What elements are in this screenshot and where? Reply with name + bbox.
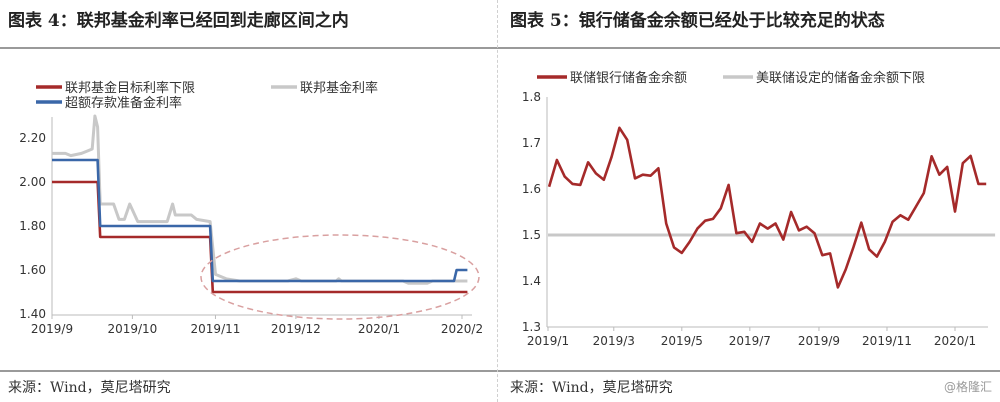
x-tick-label: 2019/5 — [661, 334, 703, 348]
right-source-note: 来源：Wind，莫尼塔研究 — [510, 380, 673, 396]
x-tick-label: 2019/7 — [729, 334, 771, 348]
left-chart-title: 图表 4：联邦基金利率已经回到走廊区间之内 — [8, 11, 349, 31]
y-tick-label: 1.6 — [522, 182, 541, 196]
legend-label: 联邦基金利率 — [300, 80, 378, 96]
x-tick-label: 2020/1 — [934, 334, 976, 348]
title-divider — [0, 47, 1000, 49]
legend-label: 美联储设定的储备金余额下限 — [756, 70, 925, 86]
series-line-0 — [547, 126, 987, 289]
highlight-ellipse — [200, 234, 480, 320]
x-tick-label: 2020/1 — [358, 322, 400, 336]
x-tick-label: 2019/3 — [593, 334, 635, 348]
watermark: @格隆汇 — [943, 380, 992, 394]
y-tick-label: 1.3 — [522, 320, 541, 334]
x-tick-label: 2019/12 — [271, 322, 321, 336]
y-tick-label: 1.80 — [19, 219, 46, 233]
right-chart: 1.3 1.4 1.5 1.6 1.7 1.8 2019/1 2019/3 2019/5 2019… — [522, 70, 996, 348]
right-chart-title: 图表 5：银行储备金余额已经处于比较充足的状态 — [510, 11, 885, 31]
y-tick-label: 1.40 — [19, 307, 46, 321]
y-tick-label: 2.00 — [19, 175, 46, 189]
panel-divider — [497, 0, 498, 402]
x-tick-label: 2019/1 — [527, 334, 569, 348]
footer-divider — [0, 370, 1000, 372]
x-tick-label: 2019/10 — [107, 322, 157, 336]
legend-label: 联储银行储备金余额 — [570, 70, 687, 86]
y-tick-label: 1.5 — [522, 228, 541, 242]
legend-label: 超额存款准备金利率 — [65, 95, 182, 111]
x-tick-label: 2019/9 — [798, 334, 840, 348]
x-tick-label: 2019/9 — [31, 322, 73, 336]
left-source-note: 来源：Wind，莫尼塔研究 — [8, 380, 171, 396]
series-line-0 — [52, 180, 468, 294]
legend-label: 联邦基金目标利率下限 — [65, 80, 195, 96]
y-tick-label: 1.7 — [522, 136, 541, 150]
series-line-2 — [52, 158, 468, 283]
left-chart: 1.40 1.60 1.80 2.00 2.20 2019/9 2019/10 2019/11… — [19, 80, 483, 336]
x-tick-label: 2019/11 — [191, 322, 241, 336]
y-tick-label: 1.8 — [522, 90, 541, 104]
y-tick-label: 1.60 — [19, 263, 46, 277]
x-tick-label: 2019/11 — [862, 334, 912, 348]
x-tick-label: 2020/2 — [441, 322, 483, 336]
y-tick-label: 2.20 — [19, 131, 46, 145]
y-tick-label: 1.4 — [522, 274, 541, 288]
